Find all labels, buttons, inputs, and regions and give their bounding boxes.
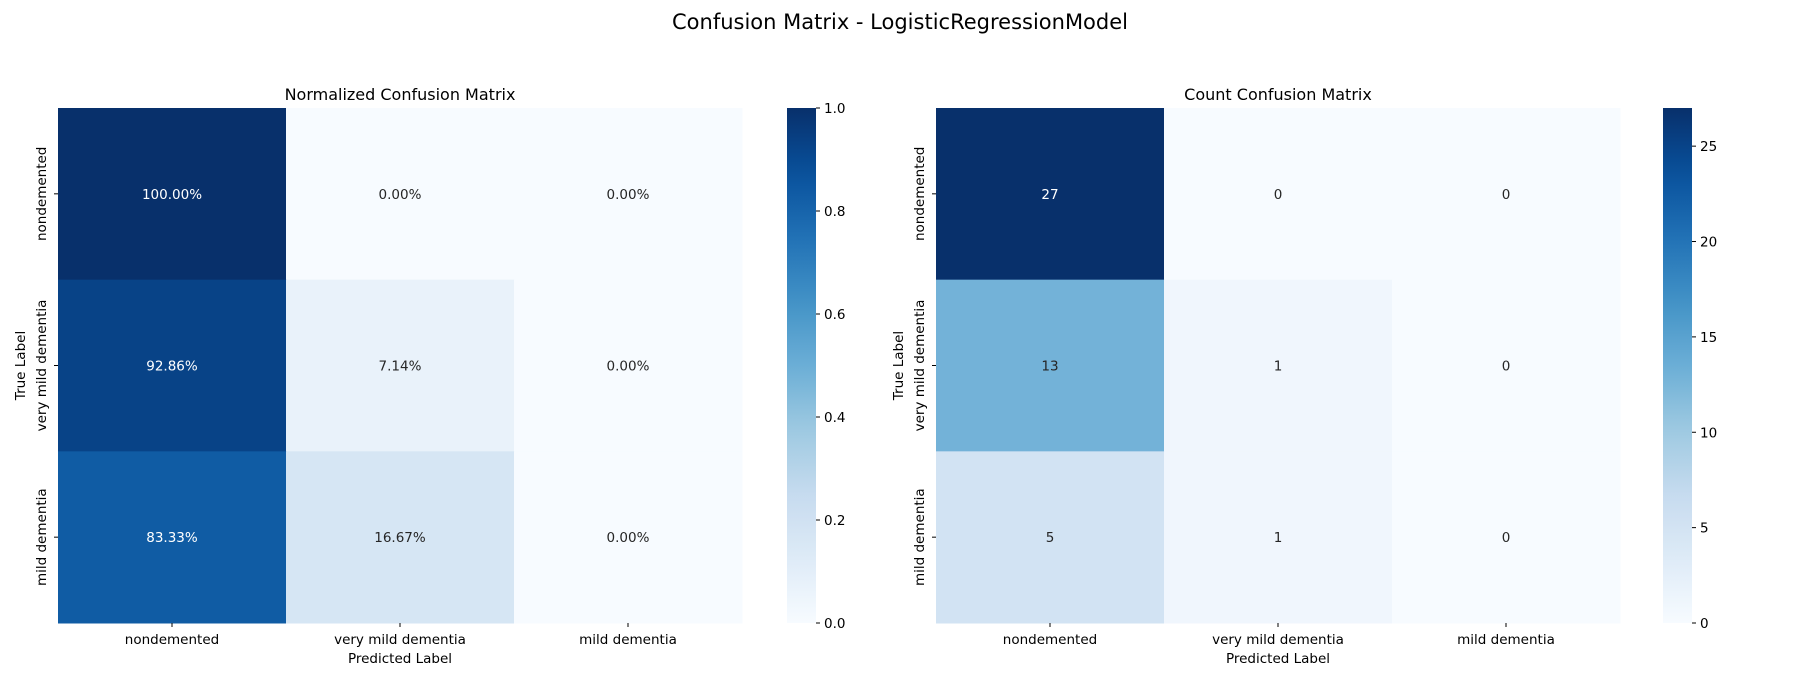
heatmap-cell bbox=[514, 108, 743, 281]
colorbar-tick-label: 25 bbox=[1700, 139, 1717, 155]
heatmap-panel-1: 100.00% 0.00% 0.00% 92.86% 7.14% 0.00% 83.33% 1… bbox=[13, 85, 845, 667]
heatmap-cell bbox=[936, 451, 1165, 624]
colorbar-tick-label: 1.0 bbox=[824, 101, 845, 117]
heatmap-cell bbox=[936, 279, 1165, 452]
cell-annotation: 16.67% bbox=[374, 530, 426, 546]
heatmap-cell bbox=[58, 108, 287, 281]
x-tick-label: nondemented bbox=[1003, 632, 1097, 648]
y-tick-label: nondemented bbox=[912, 147, 928, 241]
cell-annotation: 1 bbox=[1274, 530, 1283, 546]
heatmap-cell bbox=[58, 451, 287, 624]
colorbar-tick-label: 0.0 bbox=[824, 616, 845, 632]
x-axis-label: Predicted Label bbox=[348, 651, 452, 667]
heatmap-cell bbox=[1164, 279, 1393, 452]
y-tick-label: nondemented bbox=[34, 147, 50, 241]
colorbar-tick-label: 0 bbox=[1700, 616, 1709, 632]
colorbar-tick-label: 0.2 bbox=[824, 513, 845, 529]
colorbar-tick-label: 0.8 bbox=[824, 204, 845, 220]
x-tick-label: very mild dementia bbox=[334, 632, 466, 648]
y-axis-label: True Label bbox=[13, 331, 29, 401]
heatmap-cell bbox=[286, 451, 515, 624]
heatmap-cell bbox=[1392, 279, 1621, 452]
panel-title: Normalized Confusion Matrix bbox=[285, 85, 516, 104]
heatmap-cell bbox=[1164, 451, 1393, 624]
x-tick-label: very mild dementia bbox=[1212, 632, 1344, 648]
heatmap-cell bbox=[58, 279, 287, 452]
heatmap-cell bbox=[286, 108, 515, 281]
cell-annotation: 13 bbox=[1041, 359, 1058, 375]
panel-title: Count Confusion Matrix bbox=[1184, 85, 1372, 104]
colorbar-tick-label: 5 bbox=[1700, 521, 1709, 537]
heatmap-cell bbox=[514, 279, 743, 452]
cell-annotation: 0.00% bbox=[607, 359, 650, 375]
cell-annotation: 5 bbox=[1046, 530, 1055, 546]
figure-suptitle: Confusion Matrix - LogisticRegressionMod… bbox=[672, 10, 1128, 34]
cell-annotation: 0 bbox=[1502, 359, 1511, 375]
cell-annotation: 27 bbox=[1041, 187, 1058, 203]
y-tick-label: very mild dementia bbox=[912, 300, 928, 432]
colorbar bbox=[1663, 108, 1692, 623]
colorbar-tick-label: 0.6 bbox=[824, 307, 845, 323]
cell-annotation: 92.86% bbox=[146, 359, 198, 375]
heatmap-cell bbox=[1392, 108, 1621, 281]
y-tick-label: mild dementia bbox=[34, 488, 50, 586]
cell-annotation: 7.14% bbox=[379, 359, 422, 375]
cell-annotation: 0 bbox=[1274, 187, 1283, 203]
heatmap-cell bbox=[286, 279, 515, 452]
colorbar-tick-label: 20 bbox=[1700, 235, 1717, 251]
colorbar-tick-label: 10 bbox=[1700, 425, 1717, 441]
cell-annotation: 1 bbox=[1274, 359, 1283, 375]
y-tick-label: mild dementia bbox=[912, 488, 928, 586]
colorbar-tick-label: 0.4 bbox=[824, 410, 845, 426]
cell-annotation: 100.00% bbox=[142, 187, 202, 203]
cell-annotation: 0 bbox=[1502, 530, 1511, 546]
y-axis-label: True Label bbox=[891, 331, 907, 401]
x-tick-label: mild dementia bbox=[579, 632, 677, 648]
heatmap-cell bbox=[1392, 451, 1621, 624]
colorbar-tick-label: 15 bbox=[1700, 330, 1717, 346]
y-tick-label: very mild dementia bbox=[34, 300, 50, 432]
cell-annotation: 0 bbox=[1502, 187, 1511, 203]
cell-annotation: 83.33% bbox=[146, 530, 198, 546]
cell-annotation: 0.00% bbox=[607, 187, 650, 203]
heatmap-cell bbox=[936, 108, 1165, 281]
heatmap-cell bbox=[514, 451, 743, 624]
colorbar bbox=[787, 108, 816, 623]
cell-annotation: 0.00% bbox=[607, 530, 650, 546]
x-axis-label: Predicted Label bbox=[1226, 651, 1330, 667]
heatmap-cell bbox=[1164, 108, 1393, 281]
x-tick-label: mild dementia bbox=[1457, 632, 1555, 648]
x-tick-label: nondemented bbox=[125, 632, 219, 648]
cell-annotation: 0.00% bbox=[379, 187, 422, 203]
